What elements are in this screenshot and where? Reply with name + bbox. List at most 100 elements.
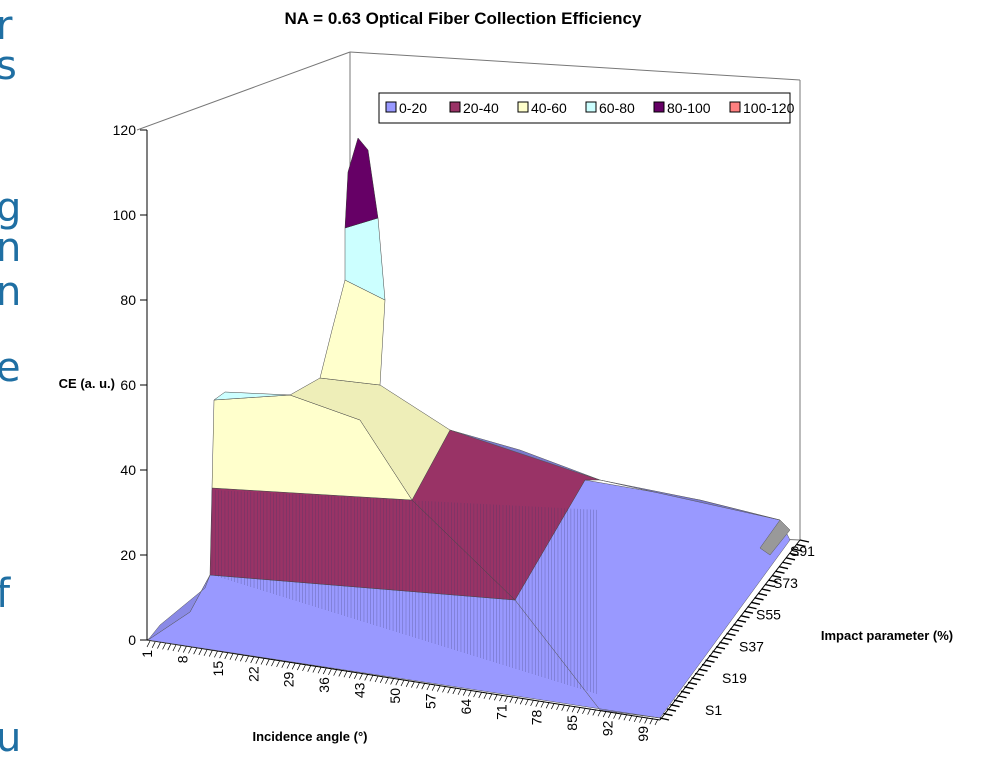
x-minor-tick (530, 699, 534, 707)
legend-label: 0-20 (399, 100, 427, 116)
y-minor-tick (715, 646, 726, 650)
x-axis-title: Incidence angle (°) (252, 729, 367, 744)
x-minor-tick (592, 709, 597, 716)
x-minor-tick (379, 676, 384, 683)
legend: 0-20 20-40 40-60 60-80 80-100 100-120 (378, 92, 795, 124)
side-letter: f (0, 571, 11, 617)
x-minor-tick (633, 715, 638, 722)
y-minor-tick (722, 637, 733, 641)
y-tick-label: S19 (722, 670, 747, 686)
legend-label: 40-60 (531, 100, 567, 116)
y-minor-tick (691, 677, 701, 681)
x-minor-tick (297, 663, 301, 671)
x-minor-tick (618, 713, 623, 720)
x-minor-tick (224, 652, 229, 660)
x-minor-tick (540, 701, 545, 708)
legend-entry: 0-20 (385, 100, 427, 116)
x-minor-tick (245, 655, 249, 663)
y-minor-tick (698, 668, 708, 672)
y-minor-tick (771, 574, 782, 579)
y-minor-tick (757, 592, 768, 597)
x-minor-tick (447, 687, 451, 694)
x-minor-tick (644, 717, 648, 724)
x-minor-tick (234, 654, 239, 661)
x-minor-tick (271, 659, 275, 667)
y-tick-label: S73 (773, 575, 798, 591)
x-minor-tick (203, 649, 208, 656)
side-letter: n (0, 269, 22, 315)
x-minor-tick (587, 708, 591, 715)
x-minor-tick (493, 694, 498, 701)
x-minor-tick (307, 665, 312, 672)
x-minor-tick (260, 658, 265, 665)
legend-label: 100-120 (743, 100, 795, 116)
x-minor-tick (519, 698, 524, 705)
y-tick-label: S37 (739, 638, 764, 654)
y-minor-tick (666, 708, 677, 712)
x-minor-tick (281, 661, 286, 668)
x-tick-label: 50 (387, 688, 403, 704)
x-minor-tick (597, 710, 602, 717)
x-minor-tick (654, 718, 659, 726)
y-minor-tick (764, 583, 775, 588)
legend-swatch (517, 101, 529, 113)
x-minor-tick (468, 690, 472, 697)
legend-box (378, 92, 791, 124)
x-minor-tick (151, 641, 156, 648)
y-minor-tick (740, 614, 750, 619)
side-letter: n (0, 225, 22, 271)
legend-entry: 100-120 (729, 100, 795, 116)
x-minor-tick (146, 640, 151, 648)
y-minor-tick (754, 597, 764, 601)
x-minor-tick (390, 678, 394, 685)
x-minor-tick (416, 682, 420, 689)
x-minor-tick (374, 675, 379, 683)
surface-edge-strip (759, 519, 791, 556)
x-minor-tick (214, 651, 218, 658)
x-minor-tick (623, 714, 628, 721)
x-minor-tick (436, 685, 441, 692)
surface-band-80-100-peak (344, 137, 379, 229)
x-minor-tick (322, 667, 327, 675)
x-tick-label: 57 (422, 693, 438, 709)
x-minor-tick (473, 690, 477, 698)
x-minor-tick (208, 650, 213, 657)
x-tick-label: 71 (493, 704, 509, 720)
y-minor-tick (743, 610, 754, 614)
x-minor-tick (359, 673, 363, 680)
y-minor-tick (733, 623, 743, 628)
y-minor-tick (687, 681, 698, 686)
x-minor-tick (162, 643, 166, 650)
x-minor-tick (504, 695, 508, 703)
x-minor-tick (649, 718, 654, 725)
surface-band-20-40-tail (449, 429, 781, 521)
y-minor-tick (768, 579, 778, 583)
x-minor-tick (499, 694, 503, 702)
x-tick-label: 15 (210, 661, 226, 677)
x-minor-tick (157, 642, 161, 649)
x-tick-label: 8 (174, 655, 190, 663)
z-tick-label: 20 (120, 547, 136, 563)
x-minor-tick (312, 666, 317, 673)
x-minor-tick (426, 683, 431, 691)
y-minor-tick (708, 655, 719, 659)
x-minor-tick (369, 675, 374, 682)
x-tick-label: 22 (245, 666, 261, 682)
x-minor-tick (255, 657, 260, 664)
x-minor-tick (333, 669, 337, 676)
x-minor-tick (250, 656, 254, 664)
legend-label: 80-100 (667, 100, 711, 116)
y-minor-tick (729, 628, 740, 632)
x-minor-tick (556, 703, 560, 711)
z-tick-label: 100 (113, 207, 137, 223)
z-tick-label: 40 (120, 462, 136, 478)
legend-entry: 40-60 (517, 100, 567, 116)
x-minor-tick (457, 688, 462, 695)
x-tick-label: 43 (352, 682, 368, 698)
x-minor-tick (628, 714, 633, 722)
y-minor-tick (775, 570, 785, 574)
legend-entry: 60-80 (585, 100, 635, 116)
x-tick-label: 99 (635, 726, 651, 742)
